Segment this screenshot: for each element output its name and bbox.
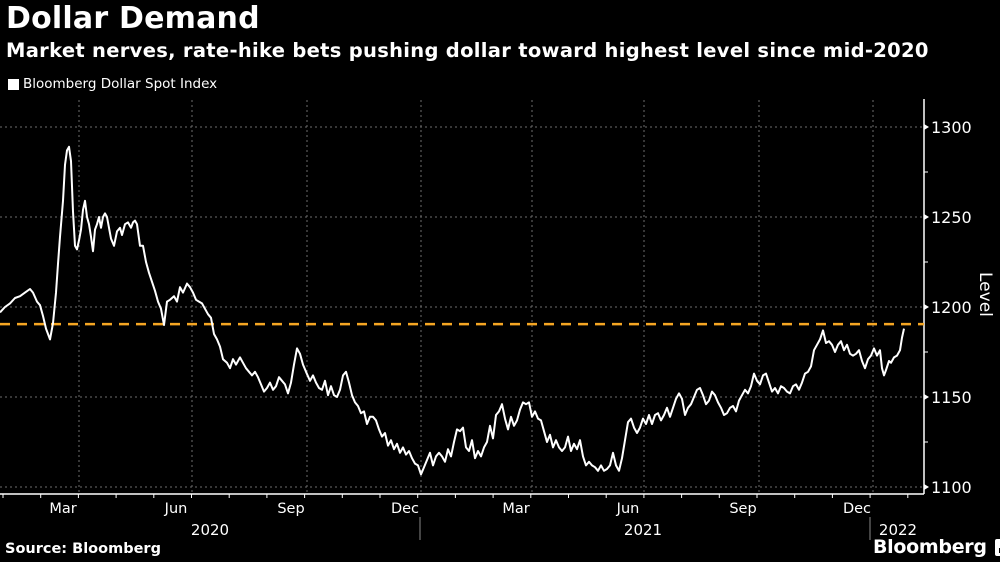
svg-text:1200: 1200: [931, 298, 972, 317]
svg-text:Sep: Sep: [277, 501, 304, 517]
data-line: [0, 145, 905, 476]
bar-chart-icon: [994, 538, 1000, 556]
square-swatch-icon: [8, 78, 19, 90]
bloomberg-logo: Bloomberg: [873, 536, 1000, 558]
brand-label: Bloomberg: [873, 536, 987, 558]
svg-text:Mar: Mar: [49, 501, 76, 517]
source-note: Source: Bloomberg: [5, 541, 161, 557]
y-axis-labels: 1100 1150 1200 1250 1300: [931, 118, 972, 497]
svg-text:2021: 2021: [624, 521, 662, 539]
chart-title: Dollar Demand: [6, 1, 260, 36]
y-axis-title: Level: [975, 272, 995, 317]
svg-text:1250: 1250: [931, 208, 972, 227]
svg-text:Jun: Jun: [616, 501, 640, 517]
chart-subtitle: Market nerves, rate-hike bets pushing do…: [6, 39, 929, 62]
svg-text:Dec: Dec: [391, 501, 419, 517]
svg-text:1150: 1150: [931, 388, 972, 407]
svg-text:1300: 1300: [931, 118, 972, 137]
axes: [0, 99, 929, 540]
x-axis-labels: Mar Jun Sep Dec Mar Jun Sep Dec 2020 2021 2022: [49, 501, 917, 539]
gridlines: [0, 100, 924, 494]
svg-text:Mar: Mar: [502, 501, 529, 517]
svg-text:2022: 2022: [879, 521, 917, 539]
svg-text:Dec: Dec: [843, 501, 871, 517]
legend: Bloomberg Dollar Spot Index: [8, 76, 217, 92]
svg-text:Jun: Jun: [164, 501, 188, 517]
svg-text:1100: 1100: [931, 478, 972, 497]
svg-text:2020: 2020: [191, 521, 229, 539]
legend-label: Bloomberg Dollar Spot Index: [23, 76, 218, 92]
svg-text:Sep: Sep: [729, 501, 756, 517]
